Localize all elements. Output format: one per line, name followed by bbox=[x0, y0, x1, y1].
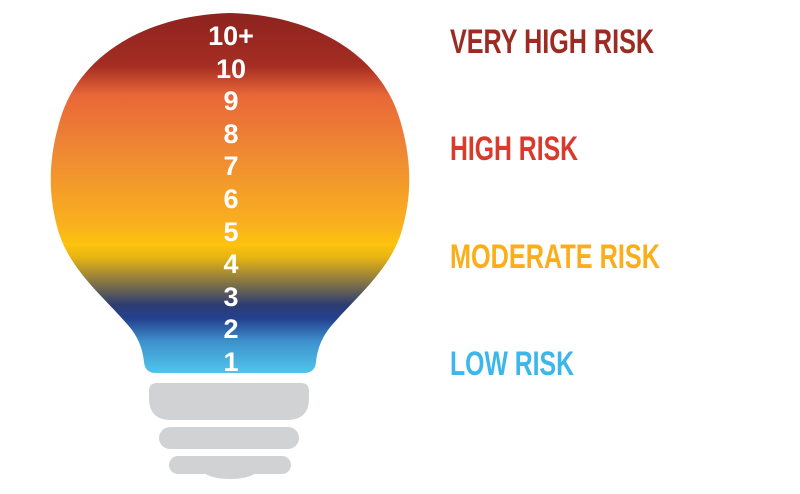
scale-number: 10+ bbox=[208, 21, 254, 51]
scale-number: 6 bbox=[223, 184, 238, 214]
scale-number: 10 bbox=[216, 54, 246, 84]
risk-legend: VERY HIGH RISK HIGH RISK MODERATE RISK L… bbox=[450, 23, 660, 383]
scale-number: 5 bbox=[223, 217, 238, 247]
legend-label-moderate-risk: MODERATE RISK bbox=[450, 238, 660, 276]
scale-number: 2 bbox=[223, 314, 238, 344]
scale-numbers: 10+ 10 9 8 7 6 5 4 3 2 1 bbox=[208, 21, 254, 377]
bulb-base-collar bbox=[149, 383, 309, 420]
legend-label-very-high-risk: VERY HIGH RISK bbox=[450, 23, 654, 61]
legend-label-high-risk: HIGH RISK bbox=[450, 130, 578, 168]
scale-number: 8 bbox=[223, 119, 238, 149]
bulb-base-thread bbox=[159, 427, 299, 449]
scale-number: 3 bbox=[223, 282, 238, 312]
bulb-glass bbox=[50, 13, 410, 373]
bulb-base-tip bbox=[203, 461, 257, 479]
scale-number: 7 bbox=[223, 151, 238, 181]
scale-number: 4 bbox=[223, 249, 238, 279]
scale-number: 9 bbox=[223, 86, 238, 116]
legend-label-low-risk: LOW RISK bbox=[450, 345, 574, 383]
bulb-base bbox=[149, 383, 309, 479]
scale-number: 1 bbox=[223, 347, 238, 377]
